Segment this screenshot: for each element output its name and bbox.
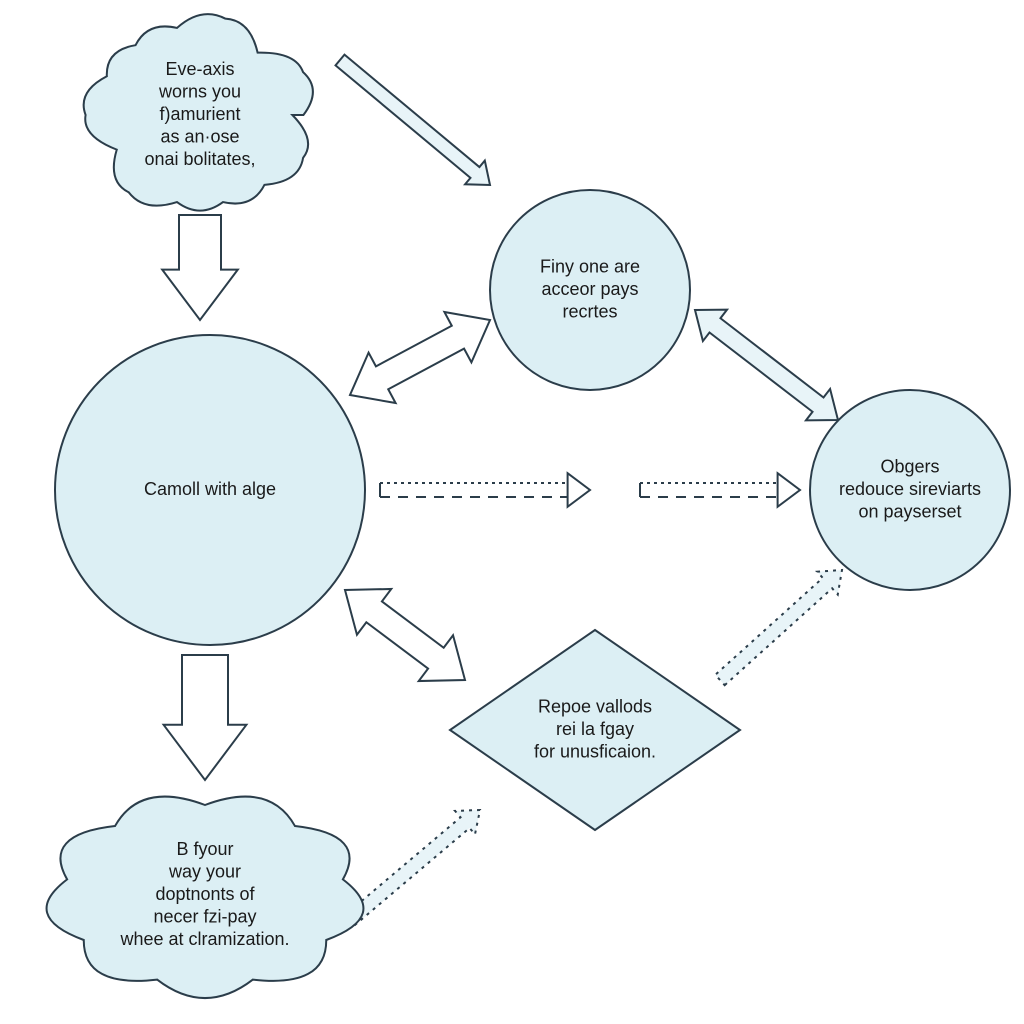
e_blob_to_top xyxy=(336,55,490,185)
n_big_circle-label: Camoll with alge xyxy=(144,479,276,499)
e_big_to_right_1 xyxy=(380,473,590,507)
n_right_circle: Obgersredouce sireviartson payserset xyxy=(810,390,1010,590)
n_diamond: Repoe vallodsrei la fgayfor unusficaion. xyxy=(450,630,740,830)
e_blob_to_big xyxy=(162,215,238,320)
e_top_to_right xyxy=(695,310,838,421)
e_big_to_cloud xyxy=(164,655,247,780)
n_blob: Eve-axisworns youf)amurientas an·oseonai… xyxy=(84,14,313,210)
e_big_to_right_2 xyxy=(640,473,800,507)
n_top_circle: Finy one areacceor paysrecrtes xyxy=(490,190,690,390)
e_diamond_to_right xyxy=(715,570,842,685)
flowchart-canvas: Eve-axisworns youf)amurientas an·oseonai… xyxy=(0,0,1024,1024)
n_cloud: B fyourway yourdoptnonts ofnecer fzi-pay… xyxy=(47,797,364,998)
n_big_circle: Camoll with alge xyxy=(55,335,365,645)
e_cloud_to_diamond xyxy=(345,810,480,925)
e_big_to_top xyxy=(350,312,490,403)
e_big_to_diamond xyxy=(345,589,465,681)
